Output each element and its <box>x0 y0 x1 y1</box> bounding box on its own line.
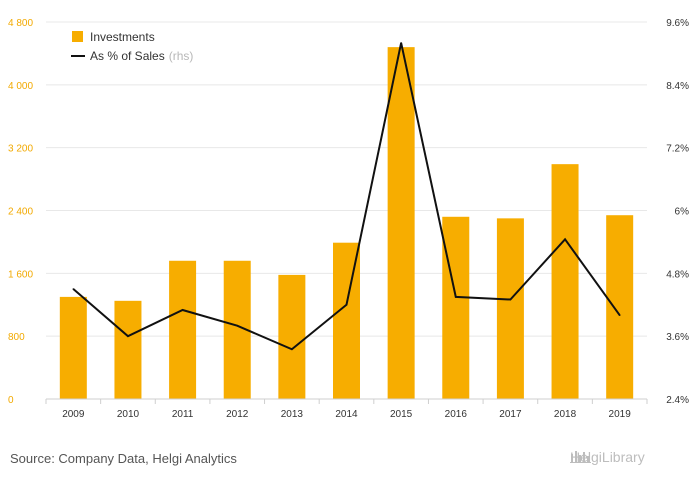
point-pct-of-sales-2017 <box>509 298 512 301</box>
point-pct-of-sales-2010 <box>127 335 129 337</box>
bar-investments-2016 <box>442 216 470 399</box>
gridlines <box>46 21 647 337</box>
axes: 0 800 1 600 2 400 3 200 4 000 4 800 2.4% 3.6% 4.8… <box>8 18 689 420</box>
bar-investments-2014 <box>333 242 360 399</box>
point-pct-of-sales-2014 <box>345 303 348 306</box>
y-left-tick-label: 1 600 <box>8 269 33 280</box>
point-pct-of-sales-2012 <box>236 324 239 327</box>
x-tick-label: 2019 <box>609 409 632 420</box>
source-note: Source: Company Data, Helgi Analytics <box>10 451 237 466</box>
point-pct-of-sales-2019 <box>618 314 621 317</box>
legend-label-rhs: (rhs) <box>169 49 194 63</box>
y-left-tick-label: 4 000 <box>8 81 33 92</box>
point-pct-of-sales-2016 <box>454 296 457 298</box>
x-tick-label: 2016 <box>445 409 468 420</box>
bar-investments-2010 <box>114 300 142 399</box>
point-pct-of-sales-2013 <box>291 348 293 351</box>
point-pct-of-sales-2011 <box>181 309 184 311</box>
y-left-tick-label: 3 200 <box>8 144 33 155</box>
x-tick-label: 2017 <box>499 409 522 420</box>
x-tick-label: 2012 <box>226 409 249 420</box>
y-right-tick-label: 2.4% <box>666 395 689 406</box>
bar-investments-2017 <box>496 218 524 399</box>
y-left-tick-label: 0 <box>8 395 14 406</box>
x-tick-label: 2014 <box>335 409 358 420</box>
x-tick-label: 2015 <box>390 409 413 420</box>
legend-label-investments: Investments <box>90 30 155 44</box>
legend-swatch-investments <box>72 31 83 42</box>
legend: Investments As % of Sales (rhs) <box>71 30 193 63</box>
y-right-tick-label: 4.8% <box>666 269 689 280</box>
bar-investments-2019 <box>606 215 634 399</box>
legend-label-line: As % of Sales (rhs) <box>90 49 193 63</box>
bar-investments-2009 <box>59 296 87 399</box>
x-tick-label: 2018 <box>554 409 577 420</box>
helgi-logo: HelgiLibrary <box>570 449 645 465</box>
y-right-tick-label: 3.6% <box>666 332 689 343</box>
x-tick-label: 2010 <box>117 409 140 420</box>
line-series <box>72 42 621 351</box>
bar-investments-2013 <box>278 274 306 399</box>
x-tick-label: 2009 <box>62 409 85 420</box>
x-tick-label: 2013 <box>281 409 304 420</box>
bar-investments-2018 <box>551 164 579 399</box>
bar-investments-2015 <box>387 47 415 400</box>
y-right-tick-label: 6% <box>675 207 690 218</box>
y-right-tick-label: 9.6% <box>666 18 689 29</box>
y-right-tick-label: 8.4% <box>666 81 689 92</box>
y-right-tick-label: 7.2% <box>666 144 689 155</box>
point-pct-of-sales-2018 <box>564 238 566 241</box>
y-left-tick-label: 4 800 <box>8 18 33 29</box>
point-pct-of-sales-2015 <box>400 42 402 44</box>
point-pct-of-sales-2009 <box>72 288 75 290</box>
chart-svg: 0 800 1 600 2 400 3 200 4 000 4 800 2.4% 3.6% 4.8… <box>8 18 689 420</box>
bars <box>59 47 634 400</box>
legend-label-sales: As % of Sales <box>90 49 165 63</box>
bar-investments-2011 <box>169 260 197 399</box>
y-left-tick-label: 800 <box>8 332 25 343</box>
line-as-pct-of-sales <box>72 42 621 351</box>
x-tick-label: 2011 <box>172 409 194 420</box>
y-left-tick-label: 2 400 <box>8 207 33 218</box>
library-icon <box>570 451 591 463</box>
